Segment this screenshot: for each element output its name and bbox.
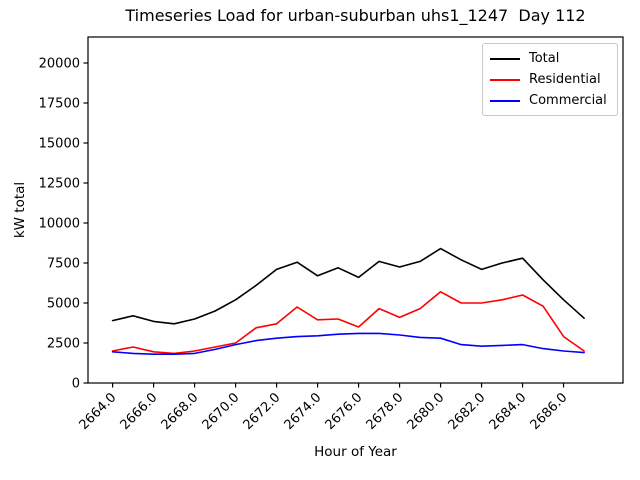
x-tick-label: 2680.0	[405, 390, 448, 433]
x-tick-label: 2686.0	[528, 390, 571, 433]
x-tick-label: 2682.0	[446, 390, 489, 433]
x-axis-label: Hour of Year	[314, 444, 397, 460]
y-tick-label: 5000	[47, 297, 80, 312]
y-tick-label: 0	[72, 377, 80, 392]
y-tick-label: 17500	[39, 97, 80, 112]
series-line-commercial	[111, 332, 585, 356]
y-tick-label: 15000	[39, 137, 80, 152]
legend-label: Commercial	[529, 93, 607, 108]
axes-border	[87, 36, 624, 384]
legend-label: Residential	[529, 72, 601, 87]
x-axis-ticks: 2664.02666.02668.02670.02672.02674.02676…	[77, 383, 571, 433]
legend-line-total	[490, 57, 520, 60]
y-axis-label: kW total	[12, 181, 28, 239]
chart-title: Timeseries Load for urban-suburban uhs1_…	[125, 6, 586, 25]
x-tick-label: 2684.0	[487, 390, 530, 433]
x-tick-label: 2676.0	[323, 390, 366, 433]
x-tick-label: 2674.0	[282, 390, 325, 433]
series-line-total	[111, 247, 585, 325]
x-tick-label: 2670.0	[200, 390, 243, 433]
legend-line-commercial	[490, 99, 520, 102]
x-tick-label: 2666.0	[118, 390, 161, 433]
y-tick-label: 20000	[39, 57, 80, 72]
y-tick-label: 12500	[39, 177, 80, 192]
y-axis-ticks: 0 2500 5000 7500 10000 12500 15000 17500 20000	[39, 57, 88, 392]
x-tick-label: 2664.0	[77, 390, 120, 433]
legend-item-commercial: Commercial	[490, 90, 611, 111]
legend-item-residential: Residential	[490, 69, 611, 90]
x-tick-label: 2672.0	[241, 390, 284, 433]
legend-line-residential	[490, 78, 520, 81]
series-line-residential	[111, 290, 585, 355]
x-tick-label: 2668.0	[159, 390, 202, 433]
x-tick-label: 2678.0	[364, 390, 407, 433]
legend: Total Residential Commercial	[482, 43, 618, 116]
y-tick-label: 2500	[47, 337, 80, 352]
legend-item-total: Total	[490, 48, 611, 69]
legend-label: Total	[529, 51, 560, 66]
y-tick-label: 10000	[39, 217, 80, 232]
y-tick-label: 7500	[47, 257, 80, 272]
